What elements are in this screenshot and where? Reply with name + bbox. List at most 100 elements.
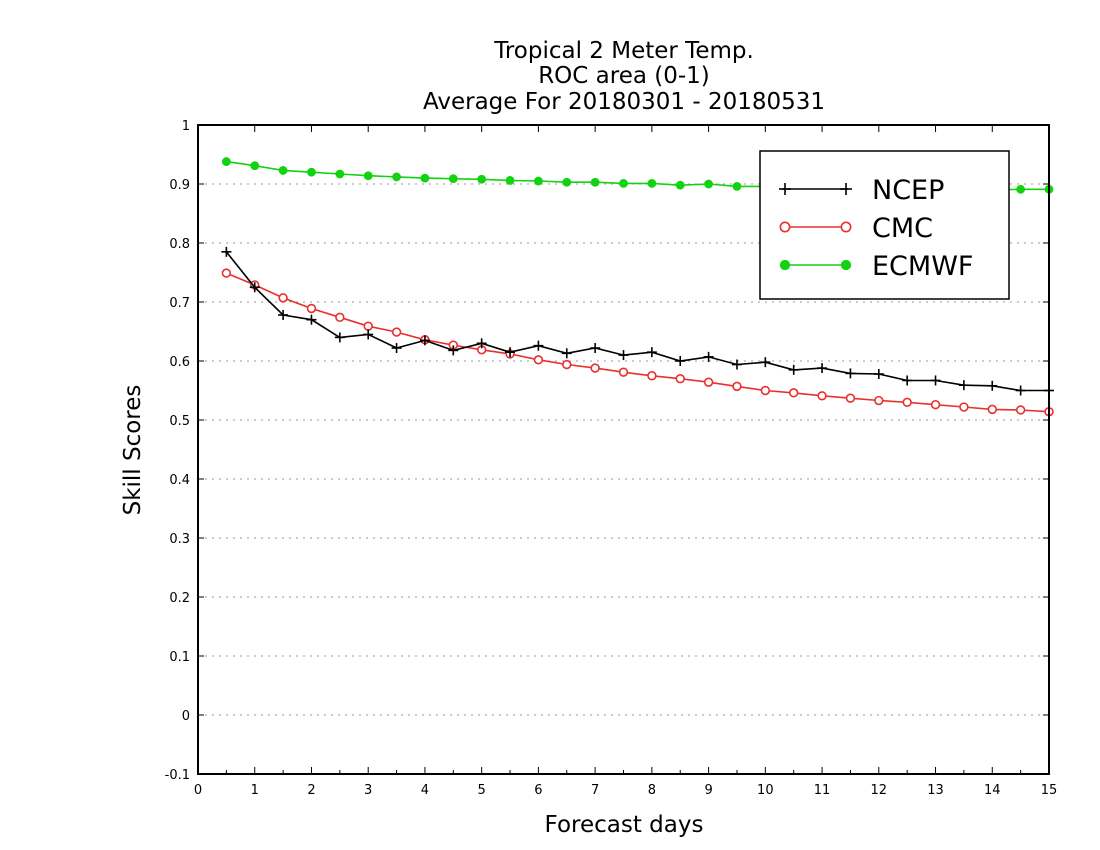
ncep-point [873,368,884,379]
ecmwf-point [392,172,401,182]
chart-title: Tropical 2 Meter Temp. ROC area (0-1) Av… [423,38,825,115]
ecmwf-point [732,181,742,191]
x-tick-label: 2 [307,783,315,798]
series-layer [221,157,1054,417]
ncep-point [1015,385,1026,396]
x-tick-label: 5 [478,783,486,798]
ncep-point [845,368,856,379]
cmc-point [703,377,714,387]
ecmwf-point [590,177,600,187]
ecmwf-point [477,174,487,184]
x-tick-label: 8 [648,783,656,798]
ncep-legend-marker-right [840,183,852,195]
title-line-3: Average For 20180301 - 20180531 [423,89,825,115]
legend-entry-ncep: NCEP [779,175,944,206]
x-axis-title: Forecast days [545,812,704,838]
y-tick-label: 0.2 [169,591,190,606]
x-tick-label: 6 [534,783,542,798]
cmc-point [760,385,771,396]
cmc-point [930,399,941,410]
x-tick-label: 1 [251,783,259,798]
legend-entry-cmc: CMC [779,213,933,244]
ecmwf-point [363,171,373,181]
ecmwf-point [307,167,316,177]
cmc-legend-marker-left [779,221,791,233]
ecmwf-point [647,179,657,188]
ncep-point [930,375,941,386]
ncep-point [675,356,686,366]
y-tick-label: 1 [182,119,190,134]
ncep-point [306,314,317,325]
cmc-legend-marker-right [840,221,852,233]
ecmwf-point [619,179,628,188]
cmc-point [590,363,600,373]
legend-label: CMC [872,213,933,244]
y-tick-label: 0 [182,709,190,724]
ncep-legend-marker-left [779,183,791,195]
ncep-point [533,340,544,351]
cmc-point [221,268,232,278]
ncep-point [817,363,828,374]
ncep-point [391,343,402,354]
ncep-point [958,380,969,391]
ecmwf-point [335,169,345,179]
legend-box [759,150,1010,300]
legend-label: ECMWF [872,251,973,282]
y-tick-label: 0.3 [169,532,190,547]
cmc-point [618,367,629,377]
ncep-point [278,309,289,320]
y-tick-label: 0.4 [169,473,190,488]
title-line-2: ROC area (0-1) [538,63,710,89]
ecmwf-point [675,180,685,190]
ncep-point [561,348,572,359]
title-line-1: Tropical 2 Meter Temp. [493,38,754,64]
ncep-point [476,338,487,349]
x-tick-label: 3 [364,783,372,798]
ecmwf-legend-marker-left [779,259,791,271]
ecmwf-point [420,173,430,183]
x-tick-label: 10 [757,783,774,798]
cmc-point [562,359,572,370]
ncep-point [760,357,771,368]
series-ncep [221,246,1054,396]
y-tick-label: 0.9 [169,178,190,193]
ecmwf-point [562,177,572,187]
cmc-point [788,388,799,398]
ncep-point [703,351,714,362]
y-tick-label: 0.1 [169,650,190,665]
y-axis-title: Skill Scores [120,385,146,516]
ncep-point [448,345,459,356]
cmc-point [987,404,997,415]
ecmwf-legend-marker-right [840,259,852,271]
cmc-point [363,321,373,331]
y-tick-label: 0.5 [169,414,190,429]
ncep-point [902,375,913,386]
cmc-point [732,381,742,392]
cmc-point [675,374,685,384]
ncep-point [590,343,601,354]
y-tick-label: 0.7 [169,296,190,311]
ecmwf-point [534,176,543,186]
x-tick-label: 9 [704,783,712,798]
ncep-point [505,347,516,358]
ncep-point [618,350,629,361]
ncep-point [731,359,742,370]
ecmwf-point [448,174,458,184]
series-cmc [221,268,1054,417]
x-tick-label: 0 [194,783,202,798]
ecmwf-point [505,176,515,185]
cmc-point [874,395,884,406]
ncep-point [249,282,260,293]
ncep-point [987,380,998,391]
ncep-point [363,329,374,340]
series-line-cmc [226,272,1050,413]
y-tick-label: -0.1 [165,768,190,783]
x-tick-label: 7 [591,783,599,798]
cmc-point [278,293,288,303]
x-tick-label: 14 [984,783,1001,798]
x-tick-label: 11 [814,783,831,798]
grid [198,183,1049,716]
ecmwf-point [221,157,231,166]
